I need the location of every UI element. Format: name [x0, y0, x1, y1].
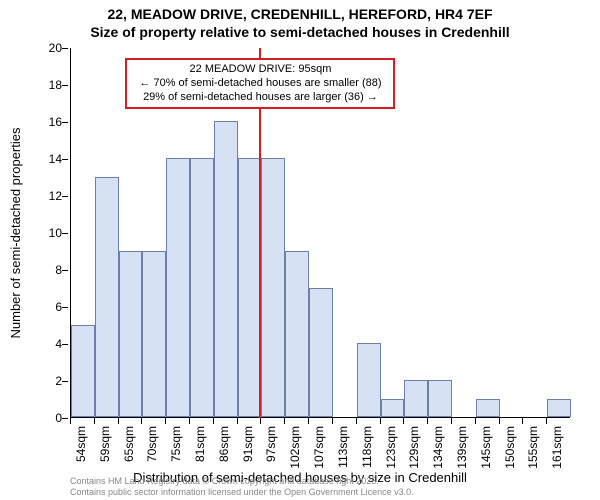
histogram-bar: [476, 399, 500, 418]
x-tick: [70, 418, 71, 424]
y-tick: [62, 381, 68, 382]
x-tick: [475, 418, 476, 424]
annotation-line-2: ← 70% of semi-detached houses are smalle…: [133, 77, 387, 91]
y-tick: [62, 270, 68, 271]
x-tick-label: 75sqm: [169, 426, 183, 462]
x-tick: [141, 418, 142, 424]
x-tick: [356, 418, 357, 424]
histogram-bar: [166, 158, 190, 417]
x-tick-label: 86sqm: [217, 426, 231, 462]
x-tick: [165, 418, 166, 424]
y-axis-label: Number of semi-detached properties: [8, 128, 23, 339]
y-tick-label: 8: [32, 263, 62, 277]
x-tick: [284, 418, 285, 424]
histogram-bar: [142, 251, 166, 418]
annotation-line-3: 29% of semi-detached houses are larger (…: [133, 91, 387, 105]
x-tick: [380, 418, 381, 424]
y-tick-label: 2: [32, 374, 62, 388]
y-tick-label: 18: [32, 78, 62, 92]
annotation-box: 22 MEADOW DRIVE: 95sqm ← 70% of semi-det…: [125, 58, 395, 109]
x-tick-label: 145sqm: [479, 426, 493, 469]
chart-title-sub: Size of property relative to semi-detach…: [0, 24, 600, 40]
y-tick: [62, 344, 68, 345]
y-tick-label: 20: [32, 41, 62, 55]
x-tick-label: 139sqm: [455, 426, 469, 469]
y-tick: [62, 233, 68, 234]
x-tick: [332, 418, 333, 424]
x-tick: [260, 418, 261, 424]
x-tick-label: 102sqm: [288, 426, 302, 469]
x-tick: [308, 418, 309, 424]
x-tick: [403, 418, 404, 424]
x-tick-label: 59sqm: [98, 426, 112, 462]
x-tick: [427, 418, 428, 424]
y-tick-label: 14: [32, 152, 62, 166]
histogram-bar: [95, 177, 119, 418]
x-tick-label: 150sqm: [503, 426, 517, 469]
y-tick: [62, 48, 68, 49]
x-tick-label: 129sqm: [407, 426, 421, 469]
y-tick: [62, 122, 68, 123]
histogram-bar: [261, 158, 285, 417]
footer-line-2: Contains public sector information licen…: [70, 487, 414, 498]
annotation-line-1: 22 MEADOW DRIVE: 95sqm: [133, 63, 387, 77]
x-tick-label: 70sqm: [145, 426, 159, 462]
x-tick-label: 161sqm: [550, 426, 564, 469]
chart-container: 22, MEADOW DRIVE, CREDENHILL, HEREFORD, …: [0, 0, 600, 500]
x-tick: [237, 418, 238, 424]
x-tick-label: 113sqm: [336, 426, 350, 468]
x-tick-label: 81sqm: [193, 426, 207, 462]
y-tick-label: 6: [32, 300, 62, 314]
y-tick: [62, 159, 68, 160]
footer-line-1: Contains HM Land Registry data © Crown c…: [70, 476, 414, 487]
y-tick: [62, 85, 68, 86]
y-tick-label: 4: [32, 337, 62, 351]
x-tick-label: 65sqm: [122, 426, 136, 462]
x-tick: [118, 418, 119, 424]
x-tick-label: 107sqm: [312, 426, 326, 469]
x-tick-label: 54sqm: [74, 426, 88, 462]
chart-title-main: 22, MEADOW DRIVE, CREDENHILL, HEREFORD, …: [0, 6, 600, 22]
y-tick-label: 16: [32, 115, 62, 129]
histogram-bar: [238, 158, 262, 417]
y-tick: [62, 418, 68, 419]
y-tick-label: 0: [32, 411, 62, 425]
x-tick: [213, 418, 214, 424]
histogram-bar: [119, 251, 143, 418]
histogram-bar: [428, 380, 452, 417]
y-tick-label: 10: [32, 226, 62, 240]
x-tick-label: 118sqm: [360, 426, 374, 468]
x-tick-label: 123sqm: [384, 426, 398, 469]
x-tick-label: 91sqm: [241, 426, 255, 462]
footer-attribution: Contains HM Land Registry data © Crown c…: [70, 476, 414, 498]
x-tick-label: 134sqm: [431, 426, 445, 469]
x-tick: [451, 418, 452, 424]
x-tick: [522, 418, 523, 424]
histogram-bar: [285, 251, 309, 418]
histogram-bar: [547, 399, 571, 418]
histogram-bar: [404, 380, 428, 417]
histogram-bar: [71, 325, 95, 418]
x-tick-label: 155sqm: [526, 426, 540, 469]
histogram-bar: [190, 158, 214, 417]
histogram-bar: [214, 121, 238, 417]
histogram-bar: [309, 288, 333, 418]
x-tick: [94, 418, 95, 424]
y-tick-label: 12: [32, 189, 62, 203]
x-tick: [546, 418, 547, 424]
y-tick: [62, 307, 68, 308]
histogram-bar: [381, 399, 405, 418]
histogram-bar: [357, 343, 381, 417]
x-tick: [189, 418, 190, 424]
x-tick: [499, 418, 500, 424]
y-tick: [62, 196, 68, 197]
x-tick-label: 97sqm: [264, 426, 278, 462]
